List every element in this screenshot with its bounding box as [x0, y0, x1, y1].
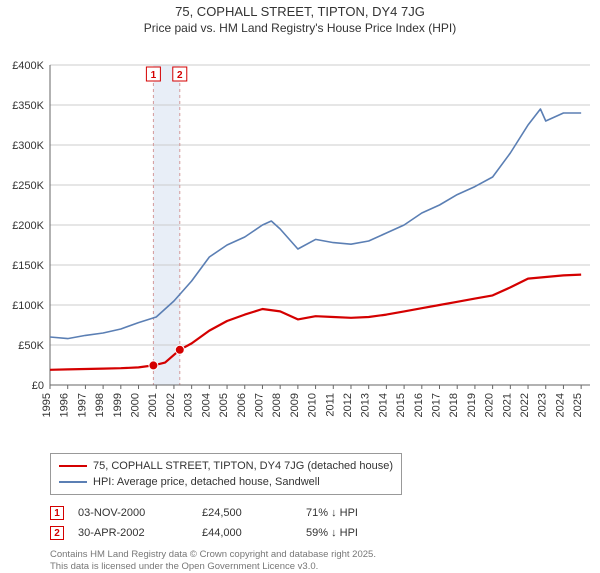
- ytick-label: £400K: [12, 60, 44, 72]
- series-price_paid: [50, 275, 581, 370]
- sale-point: [149, 361, 158, 370]
- sale-row: 1 03-NOV-2000 £24,500 71% ↓ HPI: [50, 503, 600, 523]
- sale-diff: 59% ↓ HPI: [306, 527, 416, 539]
- series-hpi: [50, 109, 581, 339]
- legend-row: 75, COPHALL STREET, TIPTON, DY4 7JG (det…: [59, 458, 393, 474]
- top-marker-num: 2: [177, 70, 183, 81]
- xtick-label: 1997: [76, 393, 88, 417]
- ytick-label: £350K: [12, 100, 44, 112]
- sale-row: 2 30-APR-2002 £44,000 59% ↓ HPI: [50, 523, 600, 543]
- xtick-label: 2000: [130, 393, 142, 417]
- attribution: Contains HM Land Registry data © Crown c…: [50, 549, 600, 573]
- sale-price: £24,500: [202, 507, 292, 519]
- chart-svg: £0 £50K £100K £150K £200K £250K £300K £350K £400…: [0, 35, 600, 445]
- xtick-label: 2001: [147, 393, 159, 417]
- top-marker-num: 1: [151, 70, 157, 81]
- xtick-label: 2021: [501, 393, 513, 417]
- xtick-label: 2018: [448, 393, 460, 417]
- xtick-label: 2002: [165, 393, 177, 417]
- xtick-label: 2025: [572, 393, 584, 417]
- attribution-line1: Contains HM Land Registry data © Crown c…: [50, 549, 600, 561]
- xtick-label: 2008: [271, 393, 283, 417]
- ytick-label: £100K: [12, 300, 44, 312]
- sale-point: [175, 345, 184, 354]
- xtick-label: 2005: [218, 393, 230, 417]
- ytick-label: £50K: [18, 340, 44, 352]
- sale-date: 30-APR-2002: [78, 527, 188, 539]
- ytick-label: £0: [32, 380, 44, 392]
- ytick-label: £150K: [12, 260, 44, 272]
- xtick-label: 2017: [431, 393, 443, 417]
- ytick-label: £250K: [12, 180, 44, 192]
- xtick-label: 1996: [59, 393, 71, 417]
- xtick-label: 2014: [377, 393, 389, 417]
- xtick-label: 2020: [484, 393, 496, 417]
- chart-area: £0 £50K £100K £150K £200K £250K £300K £350K £400…: [0, 35, 600, 445]
- title-block: 75, COPHALL STREET, TIPTON, DY4 7JG Pric…: [0, 0, 600, 35]
- xtick-label: 2009: [289, 393, 301, 417]
- xtick-label: 2011: [324, 393, 336, 417]
- xtick-label: 2012: [342, 393, 354, 417]
- xtick-label: 2010: [307, 393, 319, 417]
- xtick-label: 2022: [519, 393, 531, 417]
- sale-date: 03-NOV-2000: [78, 507, 188, 519]
- chart-subtitle: Price paid vs. HM Land Registry's House …: [0, 21, 600, 35]
- attribution-line2: This data is licensed under the Open Gov…: [50, 561, 600, 573]
- sale-marker: 2: [50, 526, 64, 540]
- chart-title: 75, COPHALL STREET, TIPTON, DY4 7JG: [0, 4, 600, 19]
- legend-swatch: [59, 481, 87, 483]
- xtick-label: 2003: [183, 393, 195, 417]
- ytick-label: £300K: [12, 140, 44, 152]
- xtick-label: 2024: [554, 393, 566, 417]
- sale-table: 1 03-NOV-2000 £24,500 71% ↓ HPI 2 30-APR-2002…: [50, 503, 600, 543]
- xtick-label: 2013: [360, 393, 372, 417]
- xtick-label: 2019: [466, 393, 478, 417]
- xtick-label: 2006: [236, 393, 248, 417]
- legend-row: HPI: Average price, detached house, Sand…: [59, 474, 393, 490]
- xtick-label: 1999: [112, 393, 124, 417]
- legend: 75, COPHALL STREET, TIPTON, DY4 7JG (det…: [50, 453, 402, 495]
- sale-price: £44,000: [202, 527, 292, 539]
- sale-diff: 71% ↓ HPI: [306, 507, 416, 519]
- xtick-label: 2015: [395, 393, 407, 417]
- xtick-label: 2004: [200, 393, 212, 417]
- xtick-label: 2007: [253, 393, 265, 417]
- sale-marker: 1: [50, 506, 64, 520]
- xtick-label: 2016: [413, 393, 425, 417]
- xtick-label: 2023: [537, 393, 549, 417]
- xtick-label: 1995: [41, 393, 53, 417]
- xtick-label: 1998: [94, 393, 106, 417]
- legend-label: 75, COPHALL STREET, TIPTON, DY4 7JG (det…: [93, 460, 393, 472]
- legend-swatch: [59, 465, 87, 467]
- legend-label: HPI: Average price, detached house, Sand…: [93, 476, 320, 488]
- ytick-label: £200K: [12, 220, 44, 232]
